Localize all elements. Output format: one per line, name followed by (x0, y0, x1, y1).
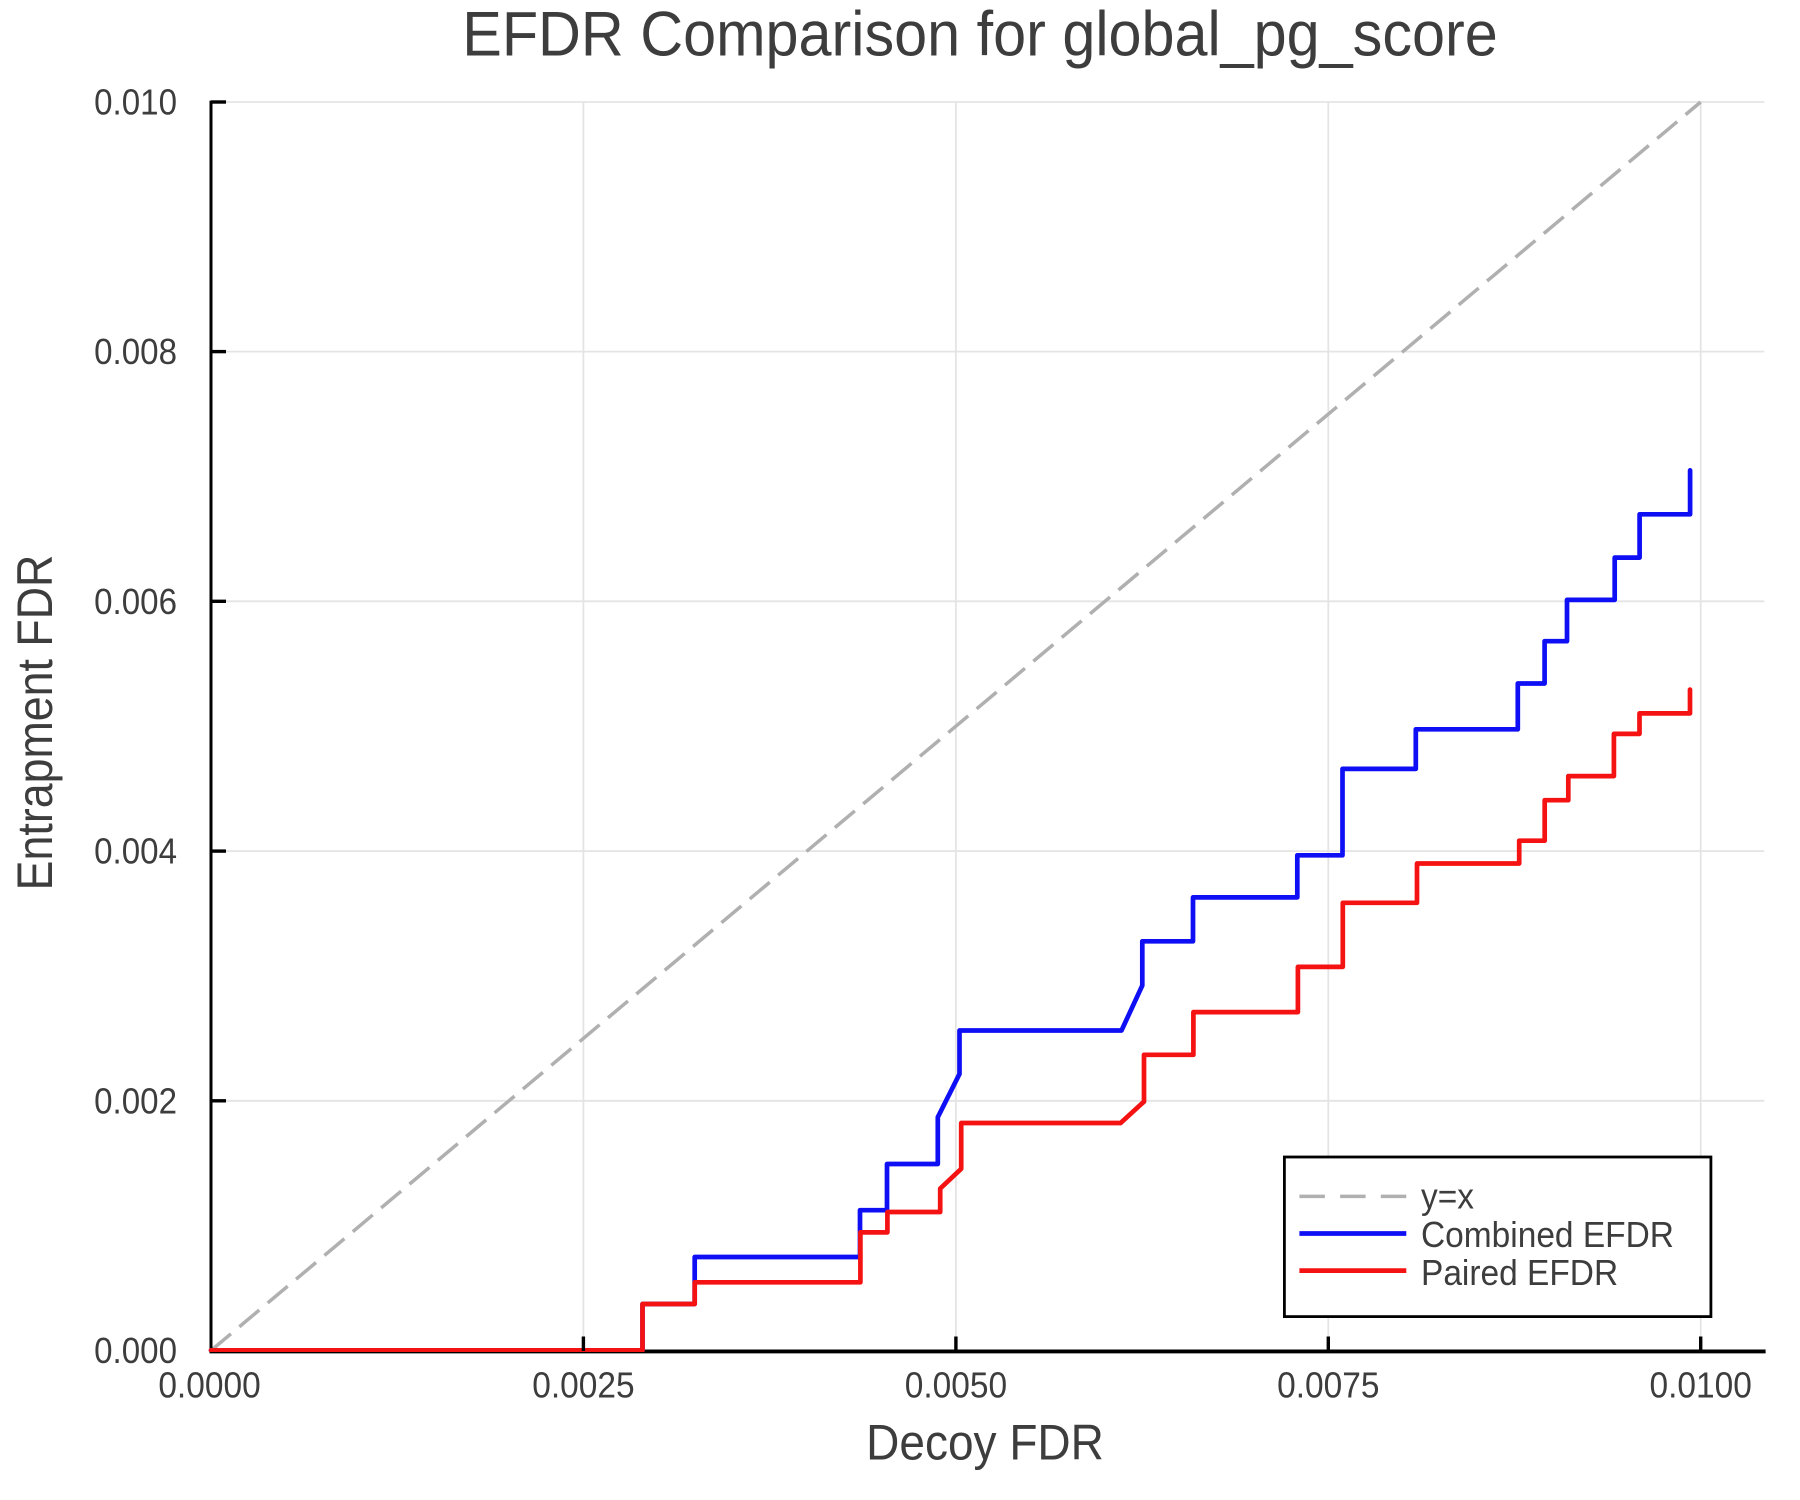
svg-text:Decoy FDR: Decoy FDR (866, 1416, 1104, 1471)
svg-text:Paired EFDR: Paired EFDR (1421, 1254, 1618, 1293)
svg-text:0.010: 0.010 (94, 83, 177, 123)
svg-text:0.0050: 0.0050 (905, 1367, 1007, 1406)
svg-text:Combined EFDR: Combined EFDR (1421, 1216, 1674, 1255)
svg-text:0.004: 0.004 (94, 832, 177, 872)
svg-text:0.000: 0.000 (94, 1332, 177, 1372)
svg-text:y=x: y=x (1421, 1177, 1474, 1216)
svg-text:0.0025: 0.0025 (532, 1367, 634, 1406)
svg-text:0.006: 0.006 (94, 583, 177, 623)
svg-text:EFDR Comparison for global_pg_: EFDR Comparison for global_pg_score (462, 0, 1498, 69)
svg-text:0.008: 0.008 (94, 333, 177, 373)
svg-text:0.0075: 0.0075 (1277, 1367, 1379, 1406)
svg-text:Entrapment FDR: Entrapment FDR (8, 555, 64, 891)
svg-text:0.0100: 0.0100 (1650, 1367, 1752, 1406)
svg-text:0.002: 0.002 (94, 1082, 177, 1122)
svg-text:0.0000: 0.0000 (158, 1367, 260, 1406)
